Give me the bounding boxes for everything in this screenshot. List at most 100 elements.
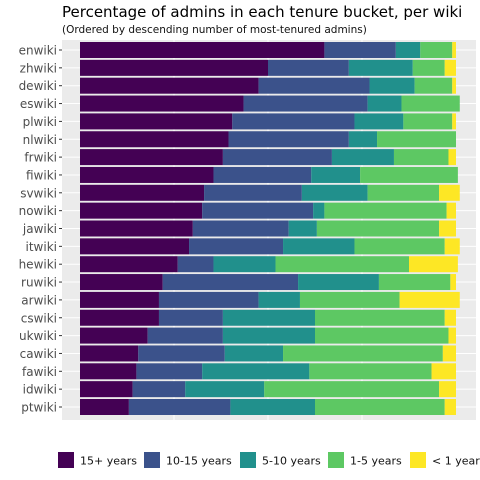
bar-fawiki-3 (309, 363, 432, 380)
bar-svwiki-1 (204, 184, 302, 201)
bar-nowiki-2 (313, 202, 325, 219)
bar-dewiki-2 (369, 77, 415, 94)
bar-jawiki-4 (439, 220, 456, 237)
bar-eswiki-2 (367, 95, 402, 112)
bar-dewiki-1 (258, 77, 370, 94)
bar-hewiki-0 (80, 256, 178, 273)
y-tick-label: enwiki (19, 44, 57, 58)
bar-nlwiki-1 (228, 131, 349, 148)
y-tick-label: eswiki (20, 97, 57, 111)
bar-zhwiki-1 (268, 59, 349, 76)
bar-jawiki-3 (316, 220, 440, 237)
bar-itwiki-3 (354, 238, 445, 255)
bar-arwiki-1 (158, 291, 259, 308)
bar-fawiki-1 (136, 363, 203, 380)
bar-cswiki-0 (80, 309, 159, 326)
bar-hewiki-2 (213, 256, 276, 273)
bar-svwiki-2 (301, 184, 368, 201)
bar-itwiki-1 (189, 238, 284, 255)
bar-fiwiki-0 (80, 166, 214, 183)
y-tick-label: nlwiki (23, 133, 57, 147)
bar-arwiki-2 (258, 291, 300, 308)
bar-dewiki-4 (452, 77, 456, 94)
y-tick-label: nowiki (19, 204, 57, 218)
bar-idwiki-2 (185, 381, 265, 398)
y-tick-label: ptwiki (21, 401, 57, 415)
bar-nowiki-0 (80, 202, 203, 219)
y-tick-label: zhwiki (20, 61, 57, 75)
bar-hewiki-4 (409, 256, 458, 273)
bar-enwiki-2 (395, 42, 421, 58)
bar-ruwiki-3 (378, 274, 451, 291)
y-tick-label: svwiki (20, 186, 57, 200)
bar-plwiki-0 (80, 113, 233, 130)
bar-ukwiki-0 (80, 327, 148, 344)
bar-jawiki-0 (80, 220, 193, 237)
bar-cswiki-1 (158, 309, 223, 326)
y-tick-label: frwiki (24, 151, 57, 165)
bar-ruwiki-4 (450, 274, 456, 291)
bar-cswiki-2 (222, 309, 315, 326)
bar-enwiki-1 (324, 42, 396, 58)
y-tick-label: ruwiki (21, 276, 57, 290)
bar-svwiki-3 (367, 184, 440, 201)
bar-fiwiki-1 (213, 166, 312, 183)
chart-title: Percentage of admins in each tenure buck… (62, 3, 463, 21)
bar-eswiki-3 (401, 95, 460, 112)
bar-arwiki-0 (80, 291, 159, 308)
bar-plwiki-2 (354, 113, 404, 130)
bar-arwiki-4 (399, 291, 460, 308)
bar-fiwiki-3 (360, 166, 458, 183)
y-tick-label: fawiki (22, 365, 57, 379)
y-tick-label: cswiki (21, 311, 57, 325)
bar-cawiki-3 (283, 345, 443, 362)
bar-jawiki-2 (288, 220, 317, 237)
bar-idwiki-1 (132, 381, 186, 398)
bar-fiwiki-2 (311, 166, 361, 183)
y-tick-label: arwiki (21, 293, 57, 307)
bar-plwiki-1 (232, 113, 355, 130)
bar-nlwiki-2 (348, 131, 378, 148)
y-tick-label: idwiki (23, 383, 57, 397)
bar-cswiki-4 (444, 309, 456, 326)
bar-ptwiki-3 (315, 399, 445, 415)
bar-idwiki-4 (439, 381, 456, 398)
legend-swatch (240, 452, 256, 468)
bar-cawiki-4 (442, 345, 456, 362)
y-tick-label: ukwiki (19, 329, 57, 343)
bar-eswiki-0 (80, 95, 244, 112)
bar-itwiki-2 (283, 238, 355, 255)
legend-label: 5-10 years (262, 455, 321, 468)
bar-zhwiki-2 (348, 59, 413, 76)
bar-idwiki-0 (80, 381, 133, 398)
bar-frwiki-3 (393, 149, 449, 166)
bar-hewiki-3 (275, 256, 409, 273)
bar-eswiki-1 (243, 95, 368, 112)
legend-swatch (58, 452, 74, 468)
y-axis-ticks: enwiki zhwiki dewiki eswiki plwiki nlwiki frwi… (19, 44, 62, 415)
bar-jawiki-1 (192, 220, 289, 237)
y-tick-label: fiwiki (26, 168, 57, 182)
bar-cawiki-0 (80, 345, 139, 362)
bar-dewiki-0 (80, 77, 259, 94)
legend: 15+ years 10-15 years 5-10 years 1-5 years <… (58, 452, 480, 468)
bar-zhwiki-4 (444, 59, 456, 76)
bar-arwiki-3 (299, 291, 400, 308)
bar-ukwiki-1 (147, 327, 223, 344)
bar-ptwiki-0 (80, 399, 129, 415)
legend-label: 1-5 years (350, 455, 402, 468)
bar-fawiki-4 (431, 363, 456, 380)
bar-nowiki-1 (202, 202, 314, 219)
y-tick-label: itwiki (26, 240, 57, 254)
bar-ruwiki-2 (298, 274, 379, 291)
bar-ukwiki-2 (222, 327, 315, 344)
bar-idwiki-3 (264, 381, 440, 398)
bar-enwiki-3 (420, 42, 453, 58)
y-tick-label: plwiki (23, 115, 57, 129)
bar-fawiki-2 (202, 363, 310, 380)
bar-ukwiki-4 (448, 327, 456, 344)
bar-frwiki-2 (331, 149, 394, 166)
y-tick-label: cawiki (20, 347, 57, 361)
bar-plwiki-4 (452, 113, 456, 130)
